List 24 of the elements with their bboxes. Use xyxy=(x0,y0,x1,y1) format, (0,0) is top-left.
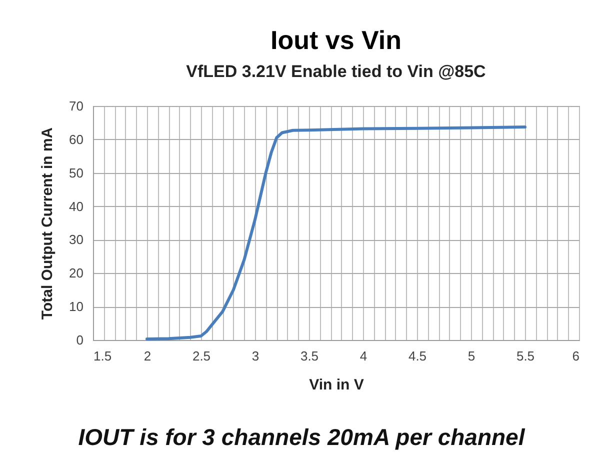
y-tick-label: 10 xyxy=(69,299,84,314)
x-tick-label: 1.5 xyxy=(94,348,112,364)
y-tick-label: 0 xyxy=(76,332,84,348)
y-tick-label: 30 xyxy=(69,232,84,248)
y-tick-label: 60 xyxy=(69,132,84,147)
x-axis-title: Vin in V xyxy=(309,376,364,394)
x-tick-label: 2 xyxy=(144,348,152,364)
y-tick-label: 70 xyxy=(69,98,84,114)
x-tick-label: 4.5 xyxy=(408,348,427,364)
x-tick-label: 5 xyxy=(468,348,476,364)
x-tick-label: 4 xyxy=(360,348,368,364)
x-tick-label: 5.5 xyxy=(516,348,535,364)
y-axis-title: Total Output Current in mA xyxy=(39,127,56,320)
x-tick-label: 2.5 xyxy=(192,348,211,364)
y-tick-label: 20 xyxy=(69,266,84,281)
x-tick-label: 3.5 xyxy=(300,348,319,364)
y-tick-label: 50 xyxy=(69,165,84,180)
x-tick-label: 3 xyxy=(252,348,260,364)
line-series xyxy=(146,126,526,340)
chart-title: Iout vs Vin xyxy=(270,25,402,55)
text: IOUT is for 3 channels 20mA per channel xyxy=(77,424,526,451)
x-tick-label: 6 xyxy=(572,348,580,364)
y-tick-label: 40 xyxy=(69,198,84,214)
chart-subtitle: VfLED 3.21V Enable tied to Vin @85C xyxy=(186,62,486,81)
